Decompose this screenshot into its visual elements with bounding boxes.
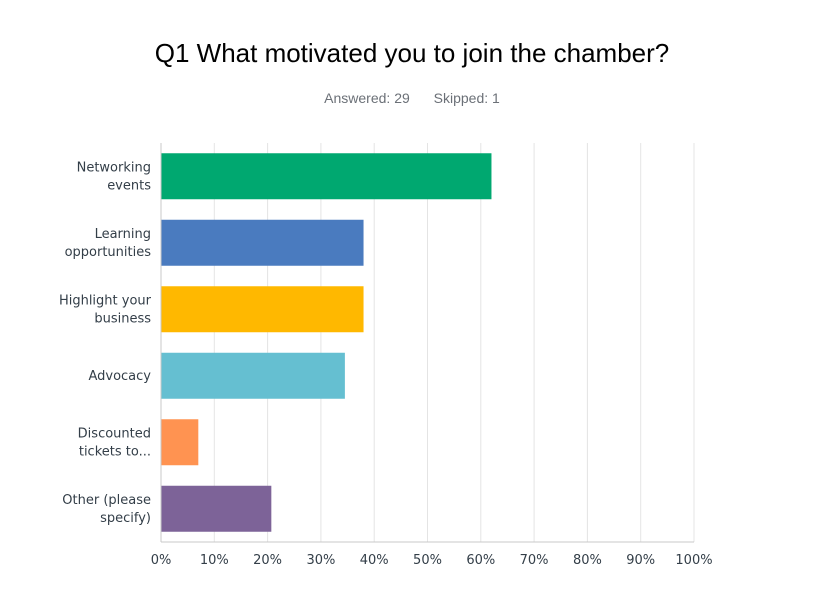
bar[interactable] — [161, 485, 272, 532]
category-label: opportunities — [65, 245, 152, 260]
category-label: business — [94, 311, 151, 326]
category-label: tickets to... — [79, 444, 151, 459]
bar[interactable] — [161, 419, 199, 466]
category-label: Advocacy — [88, 369, 151, 384]
answered-count: Answered: 29 — [324, 90, 410, 106]
bar[interactable] — [161, 219, 364, 266]
chart-title: Q1 What motivated you to join the chambe… — [154, 38, 670, 68]
x-tick-label: 0% — [151, 553, 172, 568]
category-label: events — [107, 178, 151, 193]
bar[interactable] — [161, 286, 364, 333]
category-label: specify) — [100, 511, 151, 526]
category-label: Discounted — [78, 426, 151, 441]
response-stats: Answered: 29 Skipped: 1 — [0, 90, 824, 106]
category-label: Other (please — [62, 493, 151, 508]
x-tick-label: 30% — [306, 553, 335, 568]
bar[interactable] — [161, 352, 345, 399]
x-tick-label: 60% — [466, 553, 495, 568]
x-tick-label: 40% — [360, 553, 389, 568]
category-label: Networking — [77, 160, 151, 175]
x-tick-label: 100% — [675, 553, 712, 568]
category-label: Learning — [95, 227, 151, 242]
x-tick-label: 10% — [200, 553, 229, 568]
x-tick-label: 70% — [520, 553, 549, 568]
x-tick-label: 90% — [626, 553, 655, 568]
skipped-count: Skipped: 1 — [433, 90, 500, 106]
x-tick-label: 50% — [413, 553, 442, 568]
x-tick-label: 80% — [573, 553, 602, 568]
x-tick-label: 20% — [253, 553, 282, 568]
category-label: Highlight your — [59, 293, 152, 308]
bar[interactable] — [161, 153, 492, 200]
